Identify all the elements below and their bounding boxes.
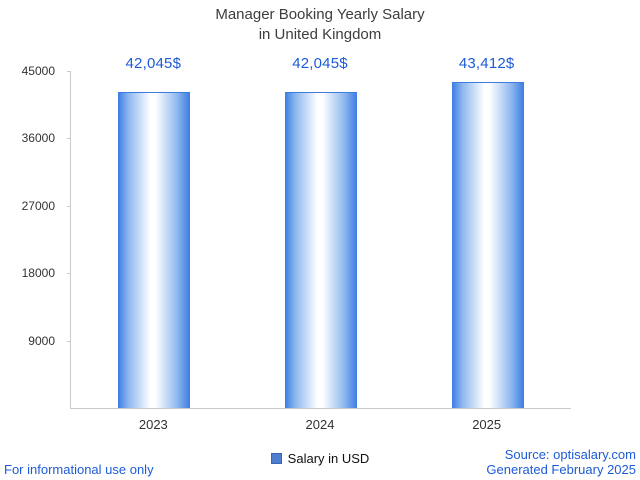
- y-tick-mark: [67, 273, 71, 275]
- chart-title-line2: in United Kingdom: [258, 25, 382, 43]
- y-tick-label: 45000: [21, 64, 55, 78]
- y-tick-label: 27000: [21, 198, 55, 213]
- disclaimer-text: For informational use only: [4, 462, 154, 477]
- y-tick-mark: [67, 340, 71, 342]
- bar-value-label: 43,412$: [458, 55, 515, 72]
- legend: Salary in USD: [0, 451, 640, 466]
- legend-swatch-icon: [270, 453, 282, 464]
- x-axis-label: 2025: [472, 417, 502, 432]
- y-tick-label: 9000: [28, 333, 55, 348]
- chart-title-line1: Manager Booking Yearly Salary: [215, 6, 425, 23]
- generated-date: Generated February 2025: [486, 462, 636, 477]
- bar-2025: [451, 81, 524, 408]
- y-axis-labels: 45000 36000 27000 18000 9000: [0, 64, 63, 408]
- plot-area: [67, 71, 571, 409]
- bar-value-label: 42,045$: [125, 55, 182, 72]
- y-tick-mark: [67, 71, 71, 72]
- chart-title: Manager Booking Yearly Salary in United …: [0, 5, 640, 44]
- bar-2024: [285, 92, 357, 408]
- y-tick-label: 18000: [21, 266, 55, 281]
- x-axis-label: 2024: [305, 417, 335, 432]
- x-axis-label: 2023: [138, 417, 168, 432]
- bar-2023: [118, 92, 191, 408]
- footer-right: Source: optisalary.com Generated Februar…: [486, 447, 636, 477]
- source-link[interactable]: Source: optisalary.com: [504, 447, 636, 462]
- y-tick-mark: [67, 205, 71, 207]
- bar-value-label: 42,045$: [292, 55, 348, 72]
- y-tick-mark: [67, 138, 71, 140]
- legend-label: Salary in USD: [287, 451, 370, 466]
- y-tick-label: 36000: [21, 131, 55, 146]
